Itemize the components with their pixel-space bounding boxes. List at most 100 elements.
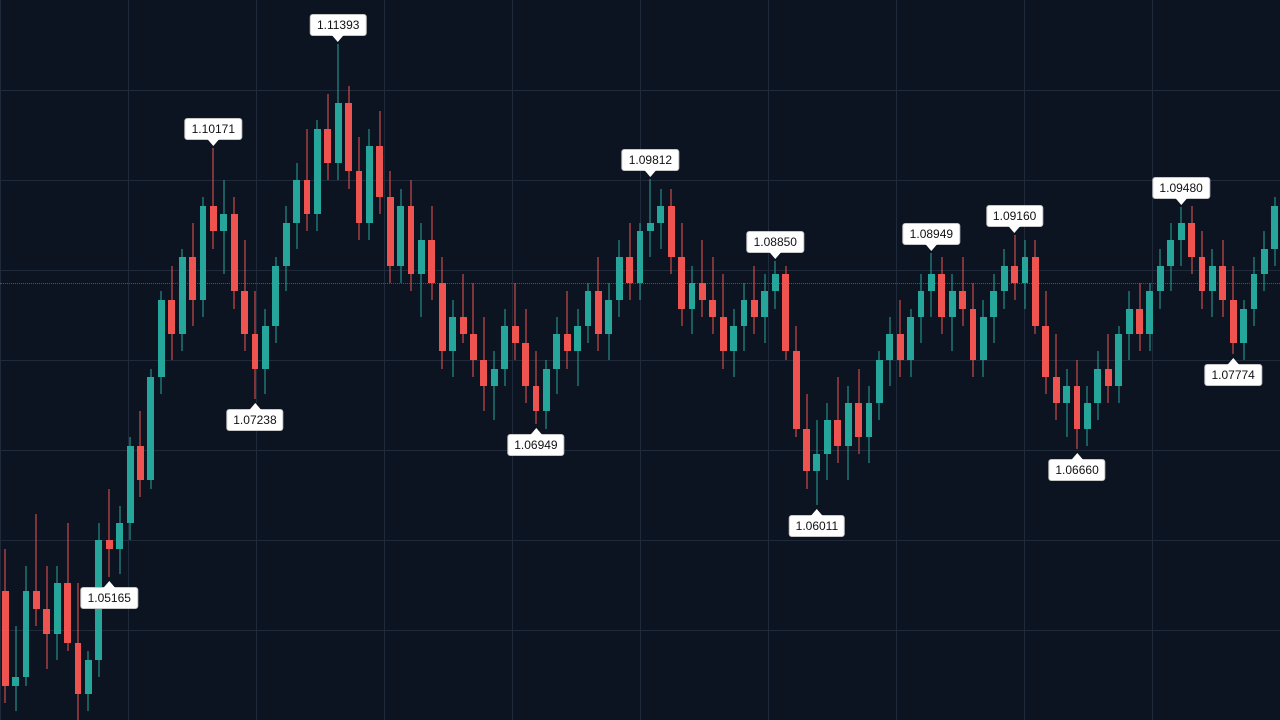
candle[interactable]: [667, 0, 676, 720]
candle[interactable]: [948, 0, 957, 720]
candle[interactable]: [688, 0, 697, 720]
candle[interactable]: [677, 0, 686, 720]
candle[interactable]: [604, 0, 613, 720]
candle[interactable]: [1218, 0, 1227, 720]
candle[interactable]: [271, 0, 280, 720]
candle[interactable]: [1010, 0, 1019, 720]
candle[interactable]: [1052, 0, 1061, 720]
candle[interactable]: [355, 0, 364, 720]
candle[interactable]: [292, 0, 301, 720]
candle[interactable]: [740, 0, 749, 720]
candle[interactable]: [188, 0, 197, 720]
price-label[interactable]: 1.06949: [507, 434, 564, 456]
candle[interactable]: [438, 0, 447, 720]
candle[interactable]: [178, 0, 187, 720]
candle[interactable]: [1083, 0, 1092, 720]
candle[interactable]: [563, 0, 572, 720]
candle[interactable]: [823, 0, 832, 720]
candle[interactable]: [1260, 0, 1269, 720]
candle[interactable]: [334, 0, 343, 720]
candle[interactable]: [646, 0, 655, 720]
candle[interactable]: [230, 0, 239, 720]
candle[interactable]: [833, 0, 842, 720]
candle[interactable]: [53, 0, 62, 720]
candle[interactable]: [1208, 0, 1217, 720]
candle[interactable]: [1198, 0, 1207, 720]
candle[interactable]: [573, 0, 582, 720]
candle[interactable]: [917, 0, 926, 720]
candle[interactable]: [802, 0, 811, 720]
candle[interactable]: [167, 0, 176, 720]
candle[interactable]: [729, 0, 738, 720]
candle[interactable]: [854, 0, 863, 720]
candle[interactable]: [1114, 0, 1123, 720]
candle[interactable]: [303, 0, 312, 720]
candle[interactable]: [1, 0, 10, 720]
price-label[interactable]: 1.06011: [789, 515, 846, 537]
candle[interactable]: [1239, 0, 1248, 720]
candle[interactable]: [1104, 0, 1113, 720]
price-label[interactable]: 1.07238: [226, 409, 283, 431]
candle[interactable]: [615, 0, 624, 720]
candle[interactable]: [479, 0, 488, 720]
candle[interactable]: [885, 0, 894, 720]
candle[interactable]: [115, 0, 124, 720]
candle[interactable]: [63, 0, 72, 720]
candle[interactable]: [979, 0, 988, 720]
price-label[interactable]: 1.09160: [986, 205, 1043, 227]
price-label[interactable]: 1.09480: [1152, 177, 1209, 199]
price-label[interactable]: 1.09812: [622, 149, 679, 171]
candle[interactable]: [1156, 0, 1165, 720]
candle[interactable]: [199, 0, 208, 720]
candle[interactable]: [708, 0, 717, 720]
candle[interactable]: [1250, 0, 1259, 720]
candle[interactable]: [865, 0, 874, 720]
candle[interactable]: [1166, 0, 1175, 720]
candle[interactable]: [1187, 0, 1196, 720]
candle[interactable]: [1021, 0, 1030, 720]
candle[interactable]: [542, 0, 551, 720]
candle[interactable]: [1093, 0, 1102, 720]
candle[interactable]: [136, 0, 145, 720]
candle[interactable]: [719, 0, 728, 720]
candle[interactable]: [11, 0, 20, 720]
candle[interactable]: [240, 0, 249, 720]
candle[interactable]: [760, 0, 769, 720]
price-label[interactable]: 1.05165: [81, 587, 138, 609]
candle[interactable]: [1073, 0, 1082, 720]
candle[interactable]: [927, 0, 936, 720]
candle[interactable]: [323, 0, 332, 720]
candle[interactable]: [427, 0, 436, 720]
candle[interactable]: [844, 0, 853, 720]
candle[interactable]: [1270, 0, 1279, 720]
candle[interactable]: [532, 0, 541, 720]
candlestick-chart[interactable]: 1.101711.113931.072381.051651.098121.069…: [0, 0, 1280, 720]
candle[interactable]: [1177, 0, 1186, 720]
candle[interactable]: [105, 0, 114, 720]
price-label[interactable]: 1.07774: [1204, 364, 1261, 386]
candle[interactable]: [42, 0, 51, 720]
candle[interactable]: [1041, 0, 1050, 720]
price-label[interactable]: 1.08949: [903, 223, 960, 245]
candle[interactable]: [625, 0, 634, 720]
candle[interactable]: [771, 0, 780, 720]
candle[interactable]: [1062, 0, 1071, 720]
candle[interactable]: [594, 0, 603, 720]
price-label[interactable]: 1.11393: [310, 14, 367, 36]
candle[interactable]: [989, 0, 998, 720]
candle[interactable]: [552, 0, 561, 720]
candle[interactable]: [1125, 0, 1134, 720]
candle[interactable]: [344, 0, 353, 720]
candle[interactable]: [584, 0, 593, 720]
price-label[interactable]: 1.08850: [747, 231, 804, 253]
candle[interactable]: [22, 0, 31, 720]
candle[interactable]: [146, 0, 155, 720]
candle[interactable]: [365, 0, 374, 720]
candle[interactable]: [1135, 0, 1144, 720]
candle[interactable]: [417, 0, 426, 720]
candle[interactable]: [958, 0, 967, 720]
candle[interactable]: [386, 0, 395, 720]
candle[interactable]: [313, 0, 322, 720]
candle[interactable]: [209, 0, 218, 720]
candle[interactable]: [750, 0, 759, 720]
